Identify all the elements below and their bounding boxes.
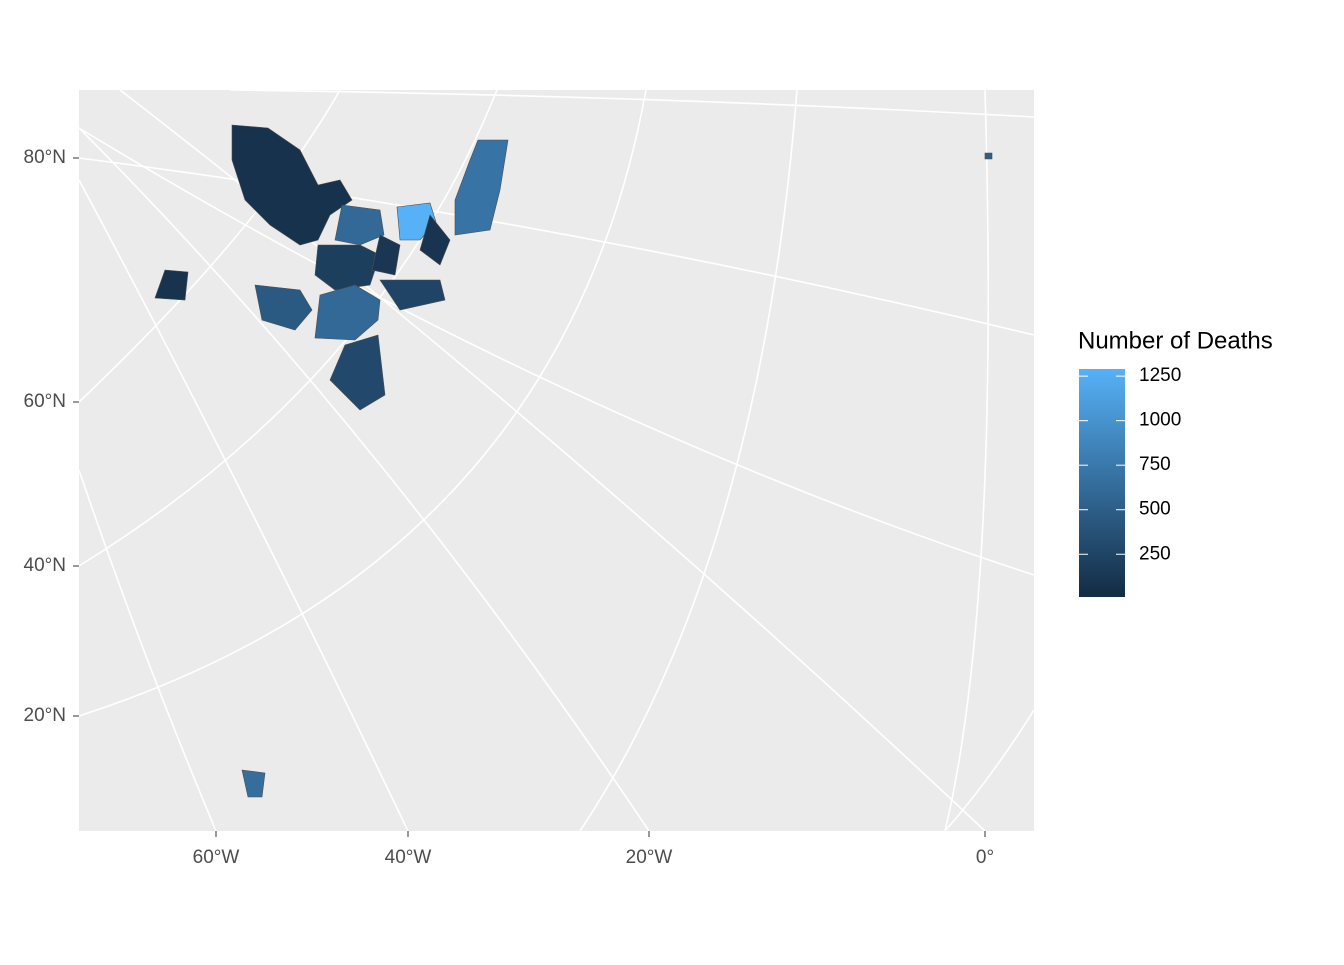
region xyxy=(984,152,993,160)
legend-tick-label: 750 xyxy=(1139,454,1171,475)
x-tick-label: 0° xyxy=(976,847,994,868)
region xyxy=(314,284,381,341)
region xyxy=(254,284,313,331)
legend-tick-label: 1250 xyxy=(1139,365,1181,386)
region xyxy=(454,139,509,236)
regions xyxy=(154,124,993,798)
region xyxy=(334,204,385,246)
panel xyxy=(79,90,1034,831)
region xyxy=(379,279,446,311)
axes: 60°W 40°W 20°W 0° 80°N 60°N 40°N 20°N xyxy=(24,147,995,868)
region xyxy=(154,269,189,301)
legend-tick-label: 500 xyxy=(1139,499,1171,520)
x-tick-label: 20°W xyxy=(626,847,673,868)
region xyxy=(371,234,401,276)
region xyxy=(241,769,266,798)
legend-tick-label: 250 xyxy=(1139,543,1171,564)
colorbar xyxy=(1079,369,1125,597)
region xyxy=(231,124,353,246)
y-tick-label: 80°N xyxy=(24,147,66,168)
y-tick-label: 60°N xyxy=(24,391,66,412)
y-tick-label: 40°N xyxy=(24,555,66,576)
region xyxy=(419,214,451,266)
y-tick-label: 20°N xyxy=(24,705,66,726)
region xyxy=(314,244,381,291)
legend: 250 500 750 1000 1250 xyxy=(1079,365,1181,564)
x-tick-label: 40°W xyxy=(385,847,432,868)
legend-tick-label: 1000 xyxy=(1139,410,1181,431)
x-tick-label: 60°W xyxy=(193,847,240,868)
legend-title: Number of Deaths xyxy=(1078,327,1273,354)
region xyxy=(329,334,386,411)
